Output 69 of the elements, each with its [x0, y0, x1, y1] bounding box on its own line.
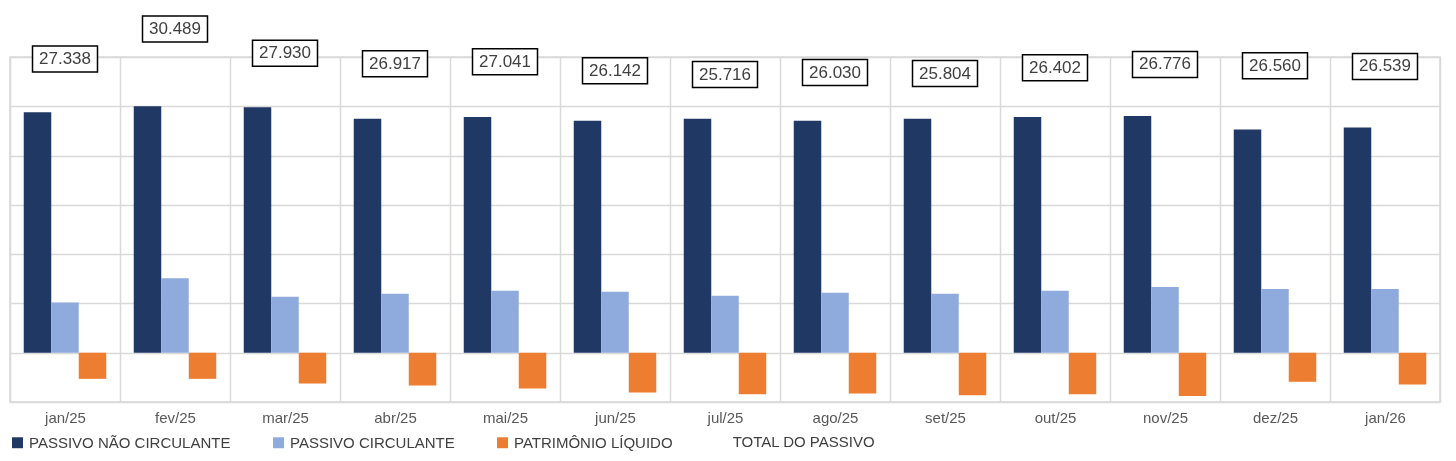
bar	[133, 106, 162, 353]
bar	[243, 107, 272, 353]
bar	[463, 116, 492, 353]
x-tick-label: mai/25	[482, 408, 529, 426]
bar	[903, 118, 932, 353]
text: 27.041	[479, 51, 531, 71]
bar	[51, 302, 79, 353]
text: 27.930	[259, 43, 311, 63]
x-tick-label: jan/25	[44, 408, 86, 426]
text: 30.489	[149, 18, 201, 38]
bar	[271, 296, 299, 353]
x-tick-label: ago/25	[812, 408, 859, 426]
bar	[793, 120, 822, 353]
bar	[683, 118, 712, 353]
text: 26.560	[1249, 55, 1301, 75]
bar	[573, 120, 602, 353]
bar	[1261, 288, 1289, 353]
text: 25.716	[699, 64, 751, 84]
bar	[821, 292, 849, 353]
bar	[491, 290, 519, 353]
x-tick-label: nov/25	[1142, 408, 1189, 426]
bar	[738, 352, 767, 395]
bar	[1013, 116, 1042, 353]
text: 26.539	[1359, 56, 1411, 76]
bar	[518, 352, 547, 389]
x-tick-label: mar/25	[262, 408, 309, 426]
bar	[1343, 127, 1372, 353]
text: 27.338	[39, 49, 91, 69]
bar	[381, 293, 409, 353]
legend-label: PATRIMÔNIO LÍQUIDO	[514, 433, 673, 451]
text: 26.917	[369, 53, 421, 73]
bar	[848, 352, 877, 394]
bar	[1233, 129, 1262, 353]
x-tick-label: out/25	[1034, 408, 1077, 426]
text: 26.142	[589, 60, 641, 80]
bar	[1068, 352, 1097, 395]
bar	[1371, 288, 1399, 353]
bar	[1398, 352, 1427, 385]
bar	[601, 291, 629, 353]
bar	[408, 352, 437, 386]
text: TOTAL DO PASSIVO	[732, 433, 875, 451]
text: 25.804	[919, 63, 971, 83]
bar	[353, 118, 382, 353]
x-tick-label: fev/25	[155, 408, 196, 426]
bar	[958, 352, 987, 396]
bar	[23, 112, 52, 353]
bar	[78, 352, 107, 379]
x-tick-label: abr/25	[374, 408, 417, 426]
legend-label: PASSIVO CIRCULANTE	[290, 433, 455, 451]
bar	[1123, 115, 1152, 353]
bar	[931, 293, 959, 353]
bar	[1288, 352, 1317, 382]
bar	[161, 278, 189, 353]
bar	[628, 352, 657, 393]
x-tick-label: jul/25	[706, 408, 744, 426]
bar	[1178, 352, 1207, 397]
bar	[1151, 286, 1179, 353]
text: 26.030	[809, 62, 861, 82]
x-tick-label: jun/25	[594, 408, 636, 426]
text: 26.402	[1029, 57, 1081, 77]
x-tick-label: set/25	[925, 408, 966, 426]
text: 26.776	[1139, 54, 1191, 74]
legend-label: PASSIVO NÃO CIRCULANTE	[29, 433, 231, 451]
bar	[1041, 290, 1069, 353]
x-tick-label: jan/26	[1364, 408, 1406, 426]
bar	[298, 352, 327, 384]
bar	[711, 295, 739, 353]
bar	[188, 352, 217, 379]
x-tick-label: dez/25	[1252, 408, 1299, 426]
